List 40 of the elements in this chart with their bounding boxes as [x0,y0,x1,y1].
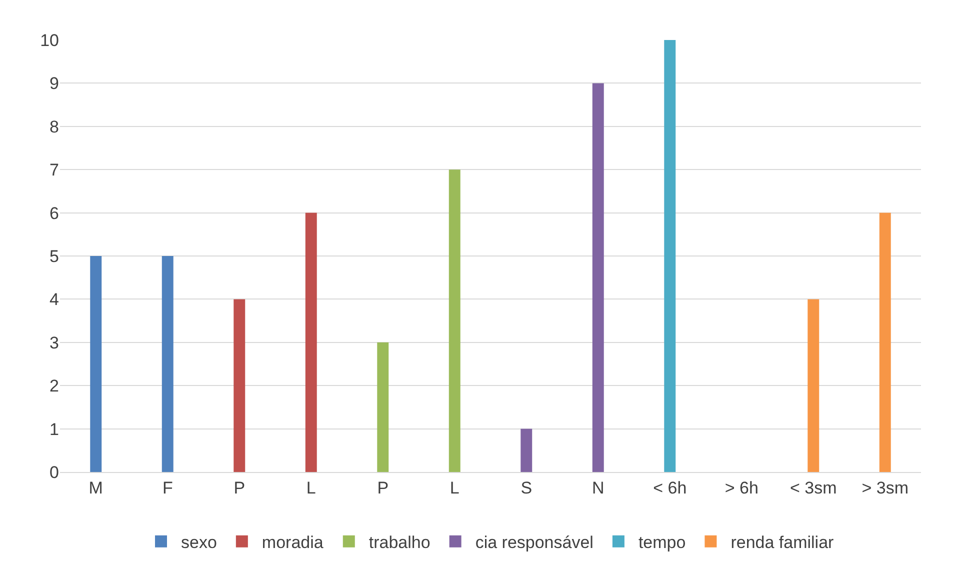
y-tick-label: 6 [50,204,59,223]
x-tick-label: F [162,478,173,498]
bar [879,212,891,472]
bar [305,212,317,472]
y-tick-label: 0 [50,462,59,482]
bar [520,428,532,472]
x-tick-label: < 6h [653,478,687,498]
legend-label: cia responsável [475,533,594,552]
bar [377,342,389,472]
y-tick-label: 3 [50,333,59,352]
bar [448,170,460,472]
bar [808,299,820,472]
x-tick-label: S [520,478,532,498]
x-tick-label: P [377,478,389,498]
bar [90,256,102,472]
x-tick-label: M [88,478,103,498]
bar [234,299,246,472]
x-tick-label: < 3sm [790,478,837,498]
legend-label: renda familiar [730,533,834,552]
y-tick-label: 5 [50,246,59,266]
bar [162,256,174,472]
y-tick-label: 7 [50,160,59,180]
x-tick-label: L [306,478,316,498]
y-tick-label: 8 [50,117,59,136]
x-tick-label: L [450,478,460,498]
x-tick-label: > 6h [724,478,758,498]
x-tick-label: P [234,478,246,498]
legend-label: sexo [181,533,217,552]
legend-label: trabalho [368,533,430,552]
x-tick-label: > 3sm [862,478,909,498]
y-tick-label: 1 [50,420,59,439]
legend-label: tempo [638,533,686,552]
y-tick-label: 4 [50,290,59,310]
bar [592,83,604,472]
legend-label: moradia [262,533,324,552]
bar [664,40,676,472]
x-tick-label: N [592,478,604,498]
y-tick-label: 9 [50,74,59,94]
y-tick-label: 10 [40,30,59,50]
y-tick-label: 2 [50,376,59,396]
